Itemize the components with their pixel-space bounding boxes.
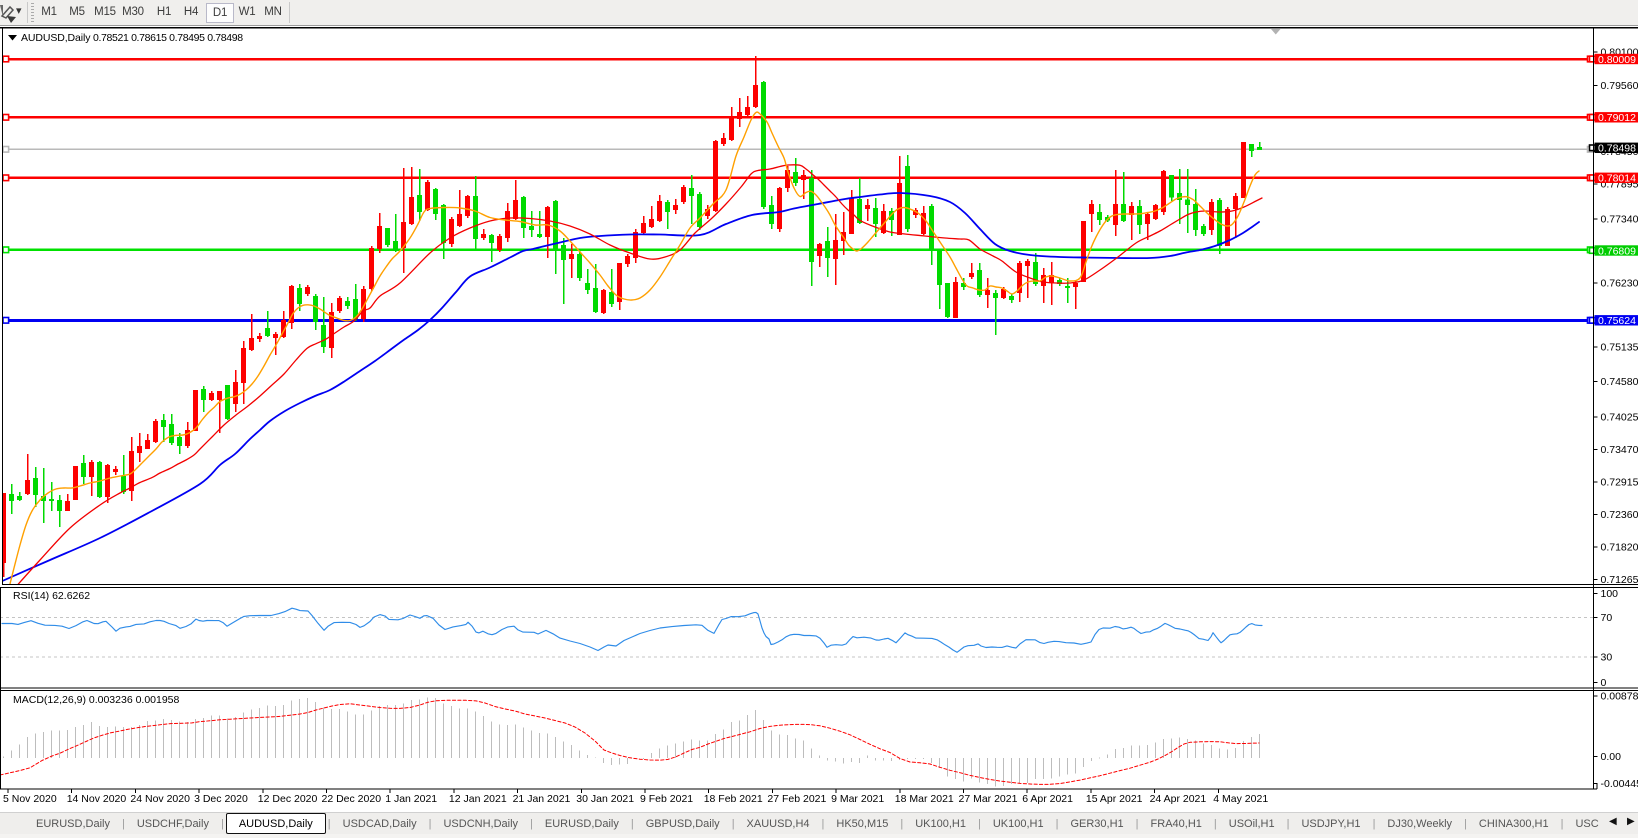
svg-text:0.71820: 0.71820 <box>1601 542 1638 554</box>
svg-text:0.78014: 0.78014 <box>1598 173 1636 185</box>
svg-text:0.80009: 0.80009 <box>1598 54 1636 66</box>
svg-text:0.78498: 0.78498 <box>1598 143 1636 155</box>
svg-text:21 Jan 2021: 21 Jan 2021 <box>513 793 571 805</box>
svg-text:22 Dec 2020: 22 Dec 2020 <box>322 793 382 805</box>
svg-text:0.72915: 0.72915 <box>1601 477 1638 489</box>
svg-text:9 Mar 2021: 9 Mar 2021 <box>831 793 884 805</box>
svg-text:AUDUSD,Daily: AUDUSD,Daily <box>21 32 91 44</box>
svg-text:9 Feb 2021: 9 Feb 2021 <box>640 793 693 805</box>
svg-text:0.72360: 0.72360 <box>1601 509 1638 521</box>
svg-text:15 Apr 2021: 15 Apr 2021 <box>1086 793 1143 805</box>
svg-text:30: 30 <box>1601 652 1613 664</box>
svg-text:14 Nov 2020: 14 Nov 2020 <box>67 793 127 805</box>
svg-text:4 May 2021: 4 May 2021 <box>1213 793 1268 805</box>
svg-text:0.76809: 0.76809 <box>1598 245 1636 257</box>
svg-text:0.74580: 0.74580 <box>1601 376 1638 388</box>
svg-text:12 Jan 2021: 12 Jan 2021 <box>449 793 507 805</box>
svg-text:24 Apr 2021: 24 Apr 2021 <box>1150 793 1207 805</box>
svg-text:0.71265: 0.71265 <box>1601 574 1638 586</box>
svg-text:27 Feb 2021: 27 Feb 2021 <box>767 793 826 805</box>
svg-text:12 Dec 2020: 12 Dec 2020 <box>258 793 318 805</box>
svg-text:70: 70 <box>1601 612 1613 624</box>
svg-text:0: 0 <box>1601 677 1607 689</box>
svg-text:24 Nov 2020: 24 Nov 2020 <box>130 793 190 805</box>
svg-text:RSI(14) 62.6262: RSI(14) 62.6262 <box>13 590 90 602</box>
svg-text:100: 100 <box>1601 588 1619 600</box>
svg-text:0.73470: 0.73470 <box>1601 444 1638 456</box>
svg-text:6 Apr 2021: 6 Apr 2021 <box>1022 793 1073 805</box>
svg-text:0.75135: 0.75135 <box>1601 342 1638 354</box>
svg-text:18 Mar 2021: 18 Mar 2021 <box>895 793 954 805</box>
svg-text:0.79012: 0.79012 <box>1598 112 1636 124</box>
svg-text:30 Jan 2021: 30 Jan 2021 <box>576 793 634 805</box>
svg-text:18 Feb 2021: 18 Feb 2021 <box>704 793 763 805</box>
svg-text:0.76230: 0.76230 <box>1601 278 1638 290</box>
svg-text:5 Nov 2020: 5 Nov 2020 <box>3 793 57 805</box>
svg-text:-0.004451: -0.004451 <box>1601 778 1638 790</box>
svg-text:0.78521 0.78615 0.78495 0.7849: 0.78521 0.78615 0.78495 0.78498 <box>93 32 243 44</box>
svg-text:3 Dec 2020: 3 Dec 2020 <box>194 793 248 805</box>
svg-text:0.00: 0.00 <box>1601 751 1622 763</box>
svg-text:27 Mar 2021: 27 Mar 2021 <box>959 793 1018 805</box>
svg-text:0.74025: 0.74025 <box>1601 411 1638 423</box>
svg-text:0.77340: 0.77340 <box>1601 214 1638 226</box>
svg-text:0.75624: 0.75624 <box>1598 315 1636 327</box>
svg-text:0.008782: 0.008782 <box>1601 691 1638 703</box>
svg-text:MACD(12,26,9) 0.003236 0.00195: MACD(12,26,9) 0.003236 0.001958 <box>13 694 180 706</box>
svg-text:0.79560: 0.79560 <box>1601 80 1638 92</box>
svg-text:1 Jan 2021: 1 Jan 2021 <box>385 793 437 805</box>
